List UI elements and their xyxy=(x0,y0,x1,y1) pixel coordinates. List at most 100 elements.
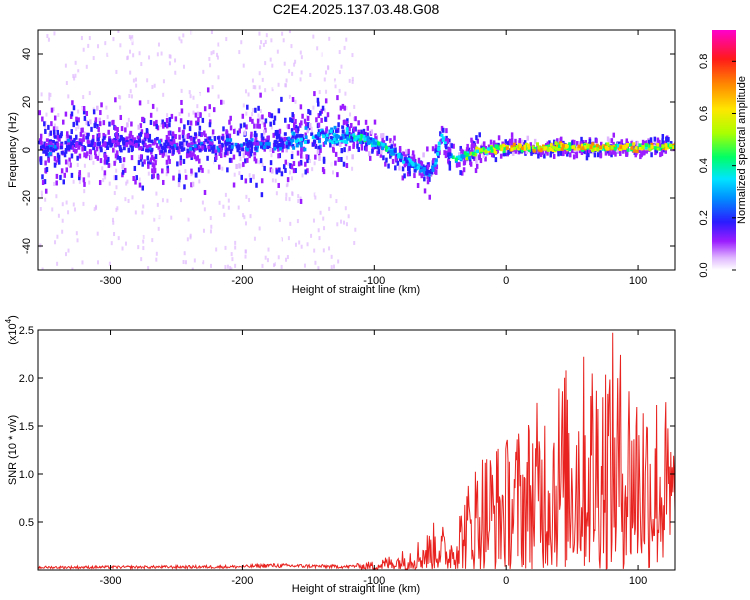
heatmap-cell xyxy=(114,175,118,181)
heatmap-cell xyxy=(346,137,350,141)
heatmap-cell xyxy=(170,141,174,146)
heatmap-cell xyxy=(327,163,330,168)
heatmap-cell xyxy=(610,152,613,158)
heatmap-cell xyxy=(374,141,378,146)
heatmap-cell xyxy=(325,126,329,132)
heatmap-cell xyxy=(513,146,517,151)
heatmap-cell xyxy=(548,140,551,146)
heatmap-cell xyxy=(220,136,224,140)
heatmap-cell xyxy=(97,257,100,262)
heatmap-cell xyxy=(301,173,304,178)
heatmap-cell xyxy=(76,264,79,269)
heatmap-cell xyxy=(96,260,99,265)
heatmap-cell xyxy=(345,163,349,169)
heatmap-cell xyxy=(431,146,435,152)
heatmap-cell xyxy=(407,148,410,154)
heatmap-cell xyxy=(87,143,91,147)
heatmap-cell xyxy=(132,78,135,83)
heatmap-cell xyxy=(403,162,407,168)
heatmap-cell xyxy=(124,250,127,255)
heatmap-cell xyxy=(201,117,205,123)
heatmap-cell xyxy=(288,30,291,34)
heatmap-cell xyxy=(231,172,234,177)
heatmap-cell xyxy=(190,30,193,35)
heatmap-cell xyxy=(242,152,246,158)
heatmap-cell xyxy=(90,126,93,132)
heatmap-cell xyxy=(197,98,200,103)
heatmap-cell xyxy=(161,244,164,249)
heatmap-cell xyxy=(92,146,96,151)
heatmap-cell xyxy=(322,248,325,253)
heatmap-cell xyxy=(584,139,588,145)
heatmap-cell xyxy=(177,149,181,155)
heatmap-cell xyxy=(524,145,528,149)
heatmap-cell xyxy=(295,81,298,86)
heatmap-cell xyxy=(312,218,315,223)
heatmap-cell xyxy=(606,148,609,154)
heatmap-cell xyxy=(238,163,241,169)
heatmap-cell xyxy=(610,145,614,150)
heatmap-cell xyxy=(294,118,297,124)
heatmap-cell xyxy=(39,243,42,248)
heatmap-cell xyxy=(441,138,445,142)
heatmap-cell xyxy=(166,136,170,141)
heatmap-cell xyxy=(140,242,143,247)
heatmap-cell xyxy=(68,142,72,147)
heatmap-cell xyxy=(179,160,182,166)
heatmap-cell xyxy=(146,78,149,83)
heatmap-cell xyxy=(512,142,516,147)
heatmap-cell xyxy=(64,111,68,117)
heatmap-cell xyxy=(79,131,83,137)
heatmap-cell xyxy=(275,191,278,196)
heatmap-cell xyxy=(178,127,181,133)
heatmap-cell xyxy=(117,30,120,33)
heatmap-cell xyxy=(313,167,316,172)
heatmap-cell xyxy=(95,267,98,270)
heatmap-cell xyxy=(156,107,159,112)
heatmap-cell xyxy=(338,70,341,75)
heatmap-cell xyxy=(546,150,549,156)
heatmap-cell xyxy=(296,128,299,134)
heatmap-cell xyxy=(454,157,458,162)
heatmap-cell xyxy=(436,152,440,156)
y-tick-label: -20 xyxy=(21,190,33,206)
heatmap-cell xyxy=(44,160,47,166)
heatmap-cell xyxy=(262,99,265,104)
heatmap-cell xyxy=(194,252,197,257)
heatmap-cell xyxy=(249,242,252,247)
heatmap-cell xyxy=(494,144,498,149)
heatmap-cell xyxy=(55,126,59,132)
heatmap-cell xyxy=(73,207,76,212)
heatmap-cell xyxy=(551,145,555,150)
heatmap-cell xyxy=(290,164,294,170)
heatmap-cell xyxy=(60,235,63,240)
heatmap-cell xyxy=(333,125,337,130)
heatmap-cell xyxy=(206,87,210,93)
heatmap-cell xyxy=(126,55,129,60)
heatmap-cell xyxy=(72,202,75,207)
heatmap-cell xyxy=(52,129,56,135)
heatmap-cell xyxy=(312,53,315,58)
heatmap-cell xyxy=(649,137,653,143)
heatmap-cell xyxy=(300,153,303,159)
x-tick-label: -100 xyxy=(363,575,385,587)
heatmap-cell xyxy=(619,145,623,149)
heatmap-cell xyxy=(83,181,86,187)
heatmap-cell xyxy=(57,154,61,160)
heatmap-cell xyxy=(241,113,245,119)
heatmap-cell xyxy=(228,157,232,163)
heatmap-cell xyxy=(209,263,212,268)
heatmap-cell xyxy=(322,141,326,147)
heatmap-cell xyxy=(92,233,95,238)
heatmap-cell xyxy=(294,124,298,130)
heatmap-cell xyxy=(216,136,220,140)
heatmap-cell xyxy=(280,138,284,143)
heatmap-cell xyxy=(122,157,126,163)
heatmap-cell xyxy=(210,62,213,67)
heatmap-cell xyxy=(427,173,431,177)
heatmap-cell xyxy=(70,172,74,178)
heatmap-cell xyxy=(575,153,579,159)
heatmap-cell xyxy=(50,121,53,127)
heatmap-cell xyxy=(133,140,137,144)
heatmap-cell xyxy=(407,162,411,167)
